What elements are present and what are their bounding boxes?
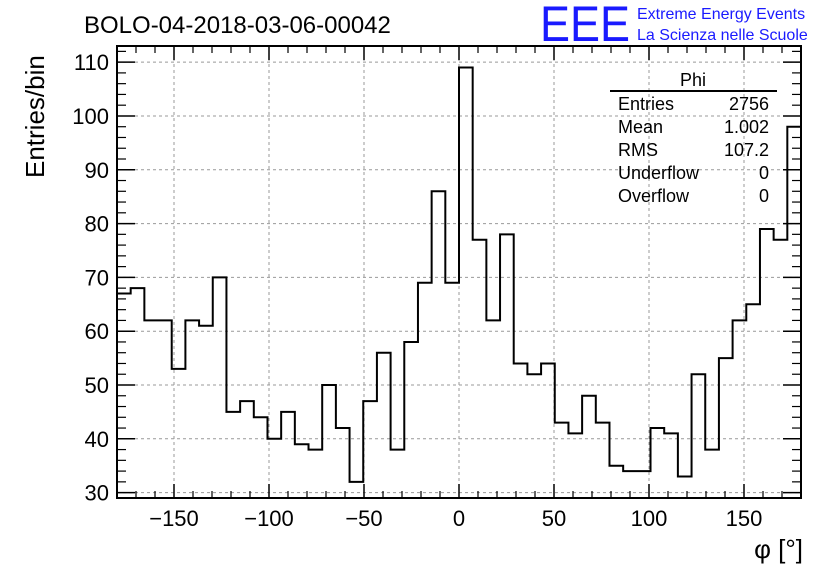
x-axis-title: φ [°] <box>754 534 803 564</box>
eee-logo-letters: EEE <box>540 0 630 52</box>
x-tick-labels: −150 −100 −50 0 50 100 150 <box>149 506 762 531</box>
y-tick-label: 70 <box>85 265 109 290</box>
y-axis-title: Entries/bin <box>20 55 50 178</box>
stats-label-mean: Mean <box>618 117 663 137</box>
plot-frame <box>116 45 802 499</box>
axis-ticks <box>117 46 801 498</box>
x-tick-label: 100 <box>631 506 668 531</box>
y-tick-label: 90 <box>85 158 109 183</box>
y-tick-label: 60 <box>85 319 109 344</box>
y-tick-labels: 30 40 50 60 70 80 90 100 110 <box>72 50 109 505</box>
stats-value-rms: 107.2 <box>724 140 769 160</box>
y-tick-label: 50 <box>85 373 109 398</box>
x-tick-label: −100 <box>244 506 294 531</box>
y-tick-label: 100 <box>72 104 109 129</box>
stats-value-underflow: 0 <box>759 163 769 183</box>
x-tick-label: −150 <box>149 506 199 531</box>
eee-logo-line1: Extreme Energy Events <box>637 6 805 23</box>
x-tick-label: 50 <box>542 506 566 531</box>
stats-value-mean: 1.002 <box>724 117 769 137</box>
stats-title: Phi <box>680 70 706 90</box>
stats-value-entries: 2756 <box>729 94 769 114</box>
stats-label-rms: RMS <box>618 140 658 160</box>
eee-logo: EEE Extreme Energy Events La Scienza nel… <box>540 0 808 52</box>
stats-box: Phi Entries 2756 Mean 1.002 RMS 107.2 Un… <box>610 70 777 206</box>
stats-label-overflow: Overflow <box>618 186 690 206</box>
histogram-outline <box>117 66 801 483</box>
x-tick-label: −50 <box>345 506 382 531</box>
eee-logo-line2: La Scienza nelle Scuole <box>637 27 808 44</box>
y-tick-label: 30 <box>85 481 109 506</box>
stats-value-overflow: 0 <box>759 186 769 206</box>
y-tick-label: 110 <box>74 50 109 75</box>
stats-label-entries: Entries <box>618 94 674 114</box>
x-tick-label: 150 <box>726 506 763 531</box>
y-tick-label: 80 <box>85 212 109 237</box>
chart-title: BOLO-04-2018-03-06-00042 <box>84 12 391 39</box>
x-tick-label: 0 <box>453 506 465 531</box>
y-tick-label: 40 <box>85 427 109 452</box>
stats-label-underflow: Underflow <box>618 163 700 183</box>
